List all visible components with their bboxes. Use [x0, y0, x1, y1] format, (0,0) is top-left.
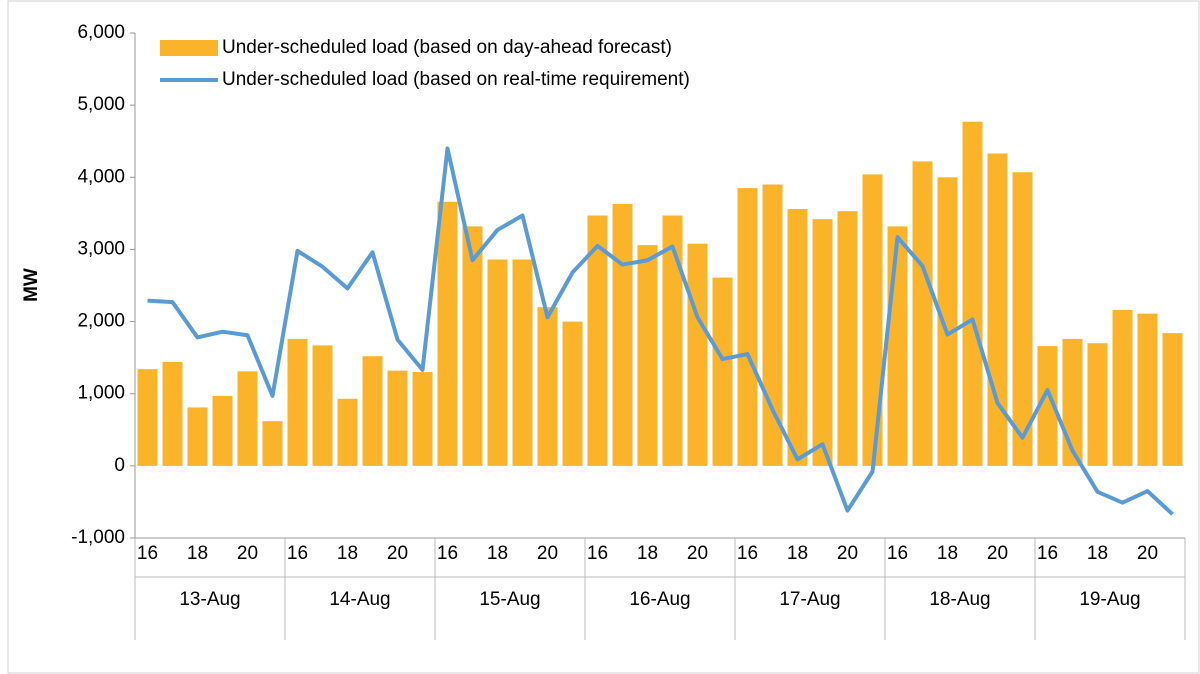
bar: [187, 407, 208, 466]
legend-label: Under-scheduled load (based on day-ahead…: [222, 37, 672, 58]
x-tick-label: 16: [587, 543, 608, 564]
bar: [987, 153, 1008, 466]
bar: [1112, 310, 1133, 466]
bar: [687, 243, 708, 466]
x-tick-label: 16: [887, 543, 908, 564]
y-tick-label: 4,000: [77, 166, 125, 187]
x-tick-label: 16: [437, 543, 458, 564]
x-tick-label: 20: [537, 543, 558, 564]
bar: [462, 226, 483, 466]
bar: [537, 307, 558, 466]
y-tick-label: 1,000: [77, 383, 125, 404]
x-tick-label: 16: [137, 543, 158, 564]
x-tick-label: 18: [937, 543, 958, 564]
bar: [337, 398, 358, 466]
bar: [662, 215, 683, 466]
group-label: 17-Aug: [779, 589, 840, 610]
y-axis-label: MW: [21, 268, 42, 302]
bar: [787, 209, 808, 466]
x-tick-label: 20: [1137, 543, 1158, 564]
x-tick-label: 18: [337, 543, 358, 564]
bar: [287, 338, 308, 466]
group-label: 13-Aug: [179, 589, 240, 610]
group-label: 16-Aug: [629, 589, 690, 610]
y-tick-label: 2,000: [77, 311, 125, 332]
bar: [612, 203, 633, 466]
y-tick-label: 6,000: [77, 22, 125, 43]
bar: [437, 201, 458, 466]
x-tick-label: 20: [837, 543, 858, 564]
group-label: 14-Aug: [329, 589, 390, 610]
y-tick-label: 0: [114, 455, 125, 476]
group-label: 19-Aug: [1079, 589, 1140, 610]
bar: [487, 259, 508, 466]
legend-label: Under-scheduled load (based on real-time…: [222, 69, 690, 90]
bar: [862, 174, 883, 466]
x-tick-label: 18: [637, 543, 658, 564]
x-tick-label: 18: [787, 543, 808, 564]
group-label: 18-Aug: [929, 589, 990, 610]
bar: [887, 226, 908, 466]
bar: [712, 277, 733, 466]
bar: [1137, 313, 1158, 466]
x-tick-label: 16: [1037, 543, 1058, 564]
bar: [937, 177, 958, 466]
x-tick-label: 20: [987, 543, 1008, 564]
bar: [562, 321, 583, 466]
bar: [312, 345, 333, 466]
bar: [1162, 333, 1183, 466]
bar: [387, 370, 408, 466]
bar: [162, 361, 183, 466]
bar: [512, 259, 533, 466]
bar: [912, 161, 933, 466]
x-tick-label: 20: [237, 543, 258, 564]
group-label: 15-Aug: [479, 589, 540, 610]
legend-swatch: [160, 40, 218, 56]
x-tick-label: 20: [387, 543, 408, 564]
bar: [262, 421, 283, 466]
bar: [837, 211, 858, 466]
x-tick-label: 18: [187, 543, 208, 564]
x-tick-label: 20: [687, 543, 708, 564]
bar: [962, 121, 983, 466]
bar: [362, 356, 383, 466]
x-tick-label: 18: [487, 543, 508, 564]
x-tick-label: 16: [737, 543, 758, 564]
bar: [812, 219, 833, 466]
bar: [1087, 343, 1108, 466]
line: [147, 146, 1174, 516]
y-tick-label: 3,000: [77, 238, 125, 259]
bar: [737, 188, 758, 466]
bar: [1012, 172, 1033, 466]
bar: [412, 372, 433, 466]
bar: [637, 245, 658, 466]
bar: [587, 215, 608, 466]
y-tick-label: -1,000: [71, 527, 125, 548]
x-tick-label: 16: [287, 543, 308, 564]
bar: [1037, 346, 1058, 466]
bar: [137, 369, 158, 466]
bar: [212, 395, 233, 466]
y-tick-label: 5,000: [77, 94, 125, 115]
x-tick-label: 18: [1087, 543, 1108, 564]
bar: [237, 371, 258, 466]
